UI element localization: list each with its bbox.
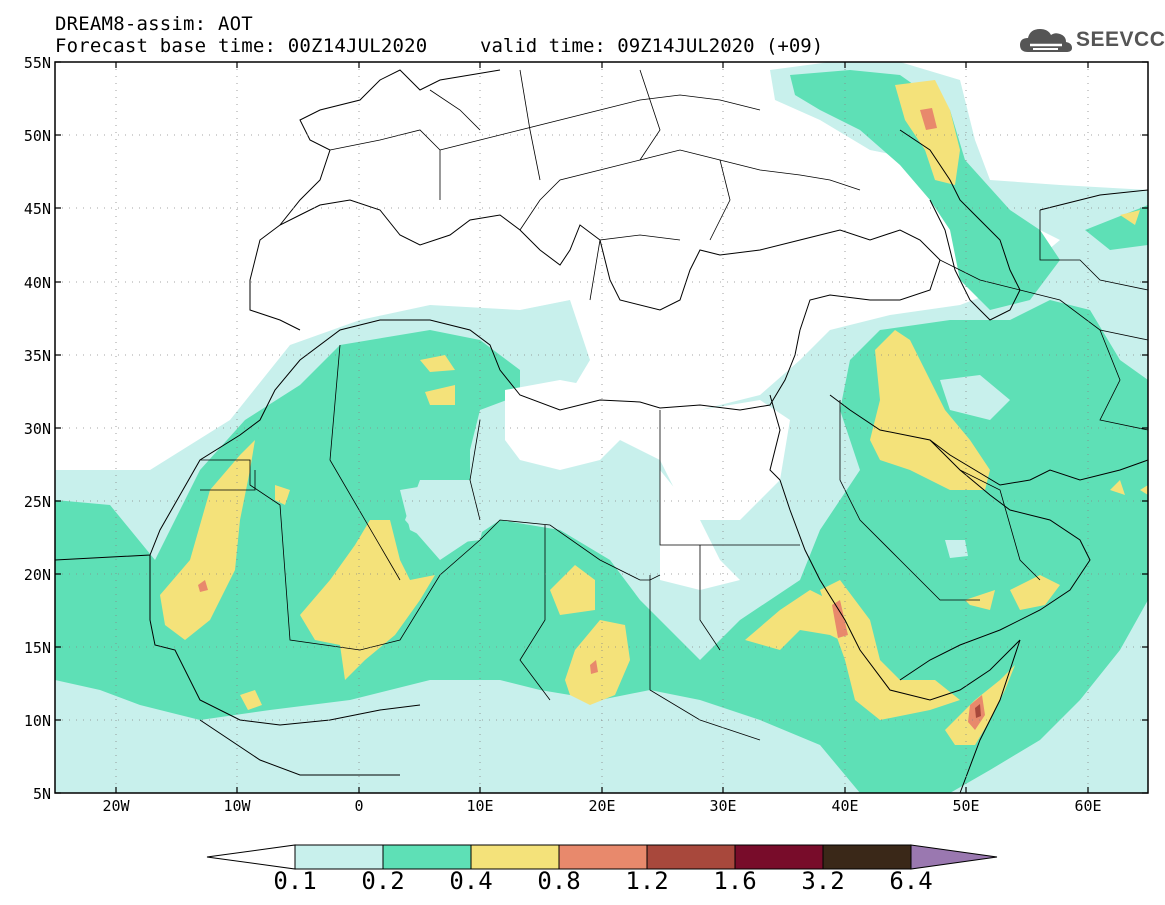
- lon-label-40e: 40E: [831, 797, 859, 815]
- colorbar-label-0.2: 0.2: [361, 867, 405, 895]
- coastlines: [55, 69, 1148, 793]
- lon-label-10w: 10W: [223, 797, 251, 815]
- chart-title: DREAM8-assim: AOT: [55, 13, 253, 35]
- lat-label-35n: 35N: [23, 347, 51, 365]
- lat-label-45n: 45N: [23, 200, 51, 218]
- colorbar-label-1.2: 1.2: [625, 867, 669, 895]
- cloud-icon: [1020, 29, 1072, 52]
- lat-label-15n: 15N: [23, 639, 51, 657]
- lat-label-50n: 50N: [23, 127, 51, 145]
- seevccc-logo: SEEVCCC: [1018, 24, 1165, 58]
- lat-label-5n: 5N: [32, 785, 51, 803]
- country-borders: [200, 69, 1148, 741]
- colorbar-label-1.6: 1.6: [713, 867, 757, 895]
- logo-text: SEEVCCC: [1076, 28, 1165, 51]
- colorbar-label-3.2: 3.2: [801, 867, 845, 895]
- aot-below-0.1: [505, 380, 790, 590]
- colorbar-label-0.8: 0.8: [537, 867, 581, 895]
- aot-contour-0.4: [160, 80, 1148, 745]
- lon-label-20w: 20W: [102, 797, 130, 815]
- lon-label-60e: 60E: [1074, 797, 1102, 815]
- lat-label-30n: 30N: [23, 420, 51, 438]
- lat-label-10n: 10N: [23, 712, 51, 730]
- lon-label-30e: 30E: [709, 797, 737, 815]
- colorbar-label-6.4: 6.4: [889, 867, 933, 895]
- lat-label-25n: 25N: [23, 493, 51, 511]
- lat-label-40n: 40N: [23, 274, 51, 292]
- graticule: [55, 62, 1148, 793]
- lat-label-55n: 55N: [23, 54, 51, 72]
- forecast-base-time: Forecast base time: 00Z14JUL2020: [55, 35, 428, 57]
- lon-label-20e: 20E: [588, 797, 616, 815]
- lon-label-50e: 50E: [952, 797, 980, 815]
- colorbar-label-0.1: 0.1: [273, 867, 317, 895]
- valid-time: valid time: 09Z14JUL2020 (+09): [480, 35, 824, 57]
- lat-label-20n: 20N: [23, 566, 51, 584]
- aot-field: [55, 62, 1148, 793]
- colorbar-label-0.4: 0.4: [449, 867, 493, 895]
- aot-contour-1.2: [975, 704, 981, 718]
- axis-ticks: [55, 61, 1148, 794]
- lon-label-10e: 10E: [466, 797, 494, 815]
- lon-label-0: 0: [354, 797, 364, 815]
- aot-clear-patch: [400, 375, 1010, 558]
